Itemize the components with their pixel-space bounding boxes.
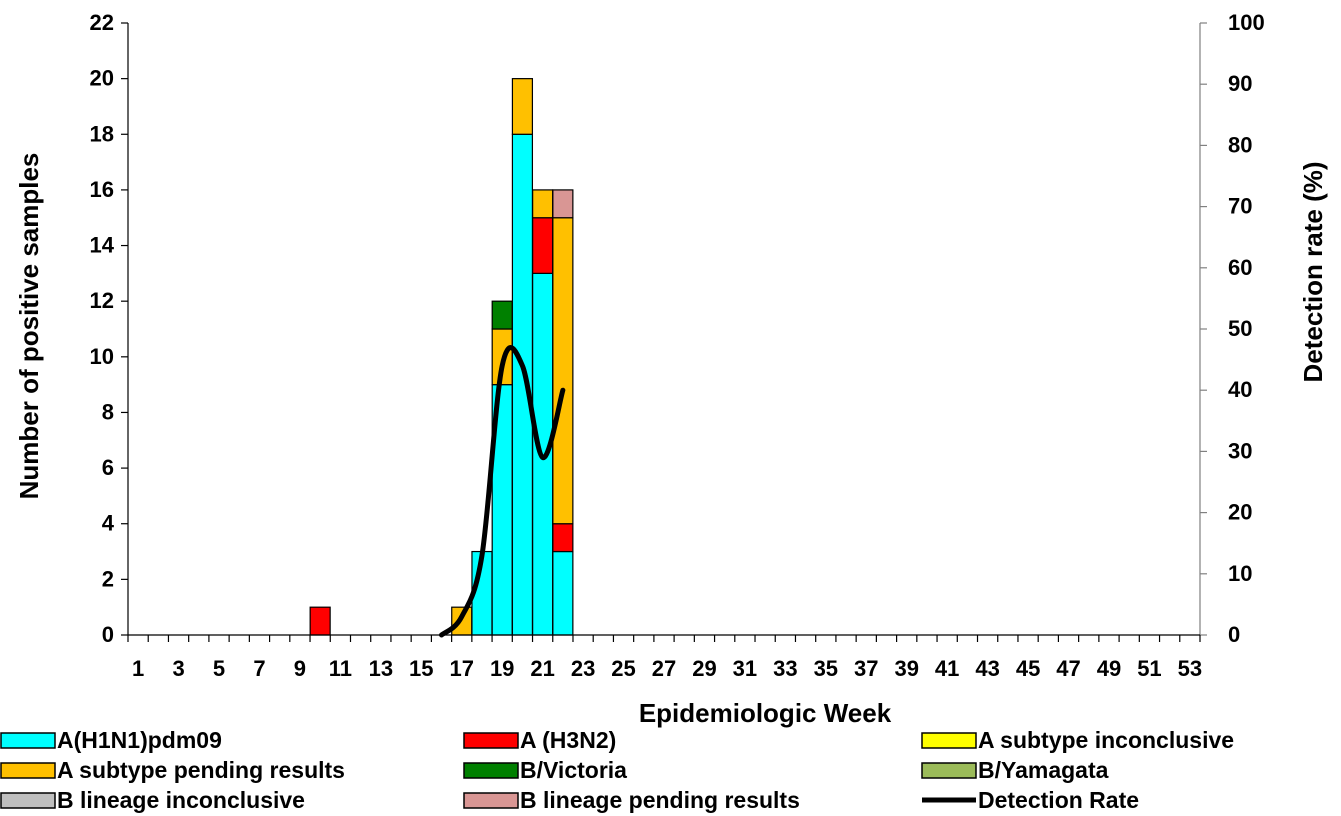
legend-item: B lineage inconclusive <box>0 787 305 813</box>
legend-label: Detection Rate <box>978 787 1139 813</box>
bar-week-21-series-3 <box>532 189 554 219</box>
legend-swatch <box>463 762 519 779</box>
x-tick-label: 13 <box>369 656 393 681</box>
bar-week-19-series-4 <box>491 300 513 330</box>
x-tick-label: 43 <box>975 656 999 681</box>
legend-label: A subtype inconclusive <box>978 727 1234 753</box>
x-tick-label: 47 <box>1056 656 1080 681</box>
legend-label: A(H1N1)pdm09 <box>57 727 222 753</box>
legend-swatch <box>921 732 977 749</box>
bar-week-20-series-3 <box>511 78 534 135</box>
y2-tick-label: 10 <box>1228 561 1252 586</box>
y-tick-label: 8 <box>102 399 114 424</box>
legend-label: B lineage pending results <box>520 787 800 813</box>
x-tick-label: 25 <box>611 656 635 681</box>
legend-item: A subtype inconclusive <box>921 727 1234 753</box>
x-tick-label: 37 <box>854 656 878 681</box>
legend-item: A subtype pending results <box>0 757 345 783</box>
x-tick-label: 29 <box>692 656 716 681</box>
y2-axis-title: Detection rate (%) <box>1298 161 1328 382</box>
legend-label: B lineage inconclusive <box>57 787 305 813</box>
axes-layer: 0 2 4 6 8 10 12 14 16 18 20 22 0 10 20 30 40 50 60 70 80 90 10… <box>90 10 1265 681</box>
y2-tick-label: 50 <box>1228 316 1252 341</box>
x-tick-label: 11 <box>329 656 352 681</box>
y2-tick-label: 70 <box>1228 194 1252 219</box>
legend-swatch <box>463 792 519 809</box>
legend-swatch <box>0 762 56 779</box>
x-tick-label: 21 <box>530 656 554 681</box>
x-tick-label: 23 <box>571 656 595 681</box>
detection-rate-line <box>439 345 566 638</box>
x-tick-label: 41 <box>935 656 959 681</box>
x-tick-label: 27 <box>652 656 676 681</box>
y2-tick-label: 0 <box>1228 622 1240 647</box>
y2-tick-label: 20 <box>1228 500 1252 525</box>
legend-swatch <box>0 792 56 809</box>
x-tick-label: 33 <box>773 656 797 681</box>
bar-week-22-series-3 <box>552 217 574 525</box>
y-tick-label: 18 <box>90 121 114 146</box>
legend-label: B/Yamagata <box>978 757 1109 783</box>
x-tick-label: 39 <box>894 656 918 681</box>
y2-tick-label: 60 <box>1228 255 1252 280</box>
y2-tick-label: 90 <box>1228 71 1252 96</box>
bars-layer <box>309 78 574 636</box>
y-tick-label: 16 <box>90 177 114 202</box>
legend-item: A (H3N2) <box>463 727 616 753</box>
line-layer <box>439 345 566 638</box>
y-tick-label: 22 <box>90 10 114 35</box>
legend-item: A(H1N1)pdm09 <box>0 727 222 753</box>
y-tick-label: 14 <box>90 233 115 258</box>
legend-swatch <box>921 762 977 779</box>
y2-tick-label: 80 <box>1228 132 1252 157</box>
bar-week-21-series-1 <box>532 217 554 274</box>
legend-item: B/Yamagata <box>921 757 1109 783</box>
y-tick-label: 12 <box>90 288 114 313</box>
x-tick-label: 45 <box>1016 656 1040 681</box>
y-tick-label: 4 <box>102 511 115 536</box>
y-axis-title: Number of positive samples <box>14 153 44 500</box>
x-tick-label: 51 <box>1137 656 1161 681</box>
bar-week-22-series-1 <box>552 523 574 553</box>
x-tick-label: 35 <box>814 656 838 681</box>
x-tick-label: 5 <box>213 656 225 681</box>
x-tick-label: 15 <box>409 656 433 681</box>
y2-tick-label: 30 <box>1228 438 1252 463</box>
x-tick-label: 53 <box>1178 656 1202 681</box>
x-tick-label: 49 <box>1097 656 1121 681</box>
legend-swatch <box>463 732 519 749</box>
legend-label: B/Victoria <box>520 757 627 783</box>
legend-item: Detection Rate <box>922 787 1139 813</box>
y-tick-label: 0 <box>102 622 114 647</box>
legend: A(H1N1)pdm09 A (H3N2) A subtype inconclusi… <box>0 727 1234 813</box>
legend-label: A subtype pending results <box>57 757 345 783</box>
x-tick-label: 7 <box>253 656 265 681</box>
legend-label: A (H3N2) <box>520 727 616 753</box>
x-tick-label: 17 <box>449 656 473 681</box>
x-axis-title: Epidemiologic Week <box>639 698 892 728</box>
legend-swatch <box>0 732 56 749</box>
x-tick-label: 19 <box>490 656 514 681</box>
bar-week-10-series-1 <box>309 606 331 636</box>
x-tick-label: 31 <box>733 656 757 681</box>
bar-week-22-series-0 <box>552 550 574 636</box>
y2-tick-label: 40 <box>1228 377 1252 402</box>
x-tick-label: 3 <box>172 656 184 681</box>
legend-item: B/Victoria <box>463 757 627 783</box>
y-tick-label: 2 <box>102 566 114 591</box>
y2-tick-label: 100 <box>1228 10 1265 35</box>
y-tick-label: 6 <box>102 455 114 480</box>
bar-week-22-series-7 <box>552 189 574 219</box>
y-tick-label: 20 <box>90 66 114 91</box>
y-tick-label: 10 <box>90 344 114 369</box>
x-tick-label: 1 <box>132 656 144 681</box>
x-tick-label: 9 <box>294 656 306 681</box>
legend-item: B lineage pending results <box>463 787 800 813</box>
labels-layer: Epidemiologic Week Number of positive sa… <box>14 153 1328 728</box>
